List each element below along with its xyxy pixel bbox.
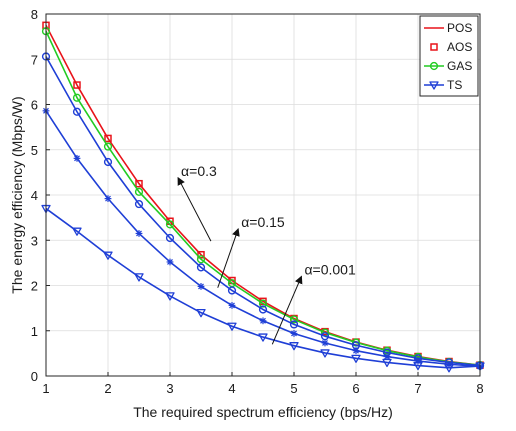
data-point [103, 142, 113, 151]
data-point [289, 320, 299, 329]
legend-label: TS [447, 78, 462, 92]
data-point [227, 286, 237, 295]
series-layer [41, 21, 485, 373]
x-tick-label: 7 [414, 381, 421, 396]
data-point [135, 230, 143, 237]
data-point [258, 305, 268, 314]
data-point [165, 292, 175, 301]
annotation-label: α=0.15 [241, 214, 285, 230]
legend-label: AOS [447, 40, 472, 54]
y-tick-label: 3 [31, 233, 38, 248]
data-point [196, 309, 206, 318]
data-point [73, 81, 81, 89]
y-tick-label: 8 [31, 7, 38, 22]
data-point [103, 251, 113, 260]
data-point [320, 349, 330, 358]
legend-label: POS [447, 21, 472, 35]
x-tick-label: 5 [290, 381, 297, 396]
annotation-label: α=0.3 [181, 163, 217, 179]
annotation-arrow [177, 176, 212, 242]
data-point [196, 263, 206, 272]
data-point [289, 342, 299, 351]
data-point [197, 283, 205, 290]
data-point [135, 179, 143, 188]
series-ts [41, 204, 485, 373]
data-point [321, 339, 329, 347]
legend-box [419, 15, 479, 97]
data-point [72, 227, 82, 236]
series-line [45, 207, 481, 369]
y-tick-label: 2 [31, 279, 38, 294]
data-point [166, 258, 174, 266]
data-point [227, 322, 237, 331]
legend-item-ts: TS [424, 78, 462, 92]
annotation-label: α=0.001 [304, 261, 356, 277]
data-point [351, 354, 361, 364]
data-point [258, 299, 268, 308]
data-point [104, 195, 112, 203]
y-tick-label: 0 [31, 369, 38, 384]
legend-item-gas: GAS [424, 59, 472, 73]
data-point [382, 358, 392, 368]
data-point [352, 347, 360, 355]
legend: POS AOS GAS TS [419, 15, 479, 97]
x-tick-label: 8 [476, 381, 483, 396]
data-point [289, 315, 299, 324]
legend-item-aos: AOS [430, 40, 472, 54]
x-tick-label: 3 [166, 381, 173, 396]
y-tick-label: 4 [31, 188, 38, 203]
y-tick-label: 7 [31, 52, 38, 67]
legend-item-pos: POS [424, 21, 472, 35]
legend-marker [429, 61, 439, 71]
x-tick-label: 2 [104, 381, 111, 396]
x-tick-label: 6 [352, 381, 359, 396]
annotation-arrow [217, 227, 240, 288]
data-point [259, 317, 267, 325]
x-tick-label: 4 [228, 381, 235, 396]
data-point [258, 333, 268, 342]
annotation-arrow [271, 275, 303, 345]
data-point [134, 199, 144, 209]
y-axis-label: The energy efficiency (Mbps/W) [9, 96, 25, 293]
y-tick-label: 1 [31, 324, 38, 339]
data-point [196, 255, 206, 264]
data-point [165, 233, 175, 243]
x-axis-label: The required spectrum efficiency (bps/Hz… [133, 404, 393, 420]
annotations: α=0.3 α=0.15 α=0.001 [177, 163, 356, 345]
data-point [103, 157, 113, 167]
data-point [228, 302, 236, 309]
data-point [290, 330, 298, 337]
legend-label: GAS [447, 59, 472, 73]
series-line [45, 56, 481, 367]
data-point [134, 273, 144, 282]
legend-marker [430, 43, 438, 51]
y-tick-label: 5 [31, 143, 38, 158]
legend-marker [429, 81, 439, 90]
data-point [413, 361, 423, 371]
data-point [444, 364, 454, 373]
data-point [104, 134, 112, 143]
y-tick-label: 6 [31, 98, 38, 113]
data-point [165, 220, 175, 229]
data-point [134, 187, 144, 196]
data-point [72, 107, 82, 116]
x-tick-label: 1 [42, 381, 49, 396]
series-line [45, 30, 481, 366]
data-point [73, 154, 81, 162]
data-point [414, 357, 422, 365]
data-point [72, 93, 82, 102]
